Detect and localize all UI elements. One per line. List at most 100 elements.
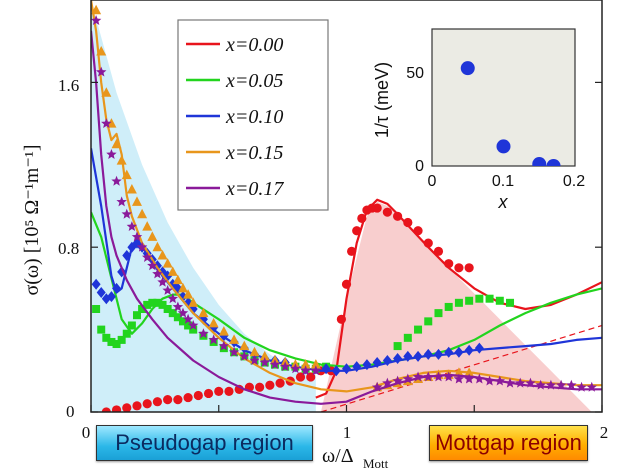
inset-point xyxy=(532,157,547,166)
series-x000-point xyxy=(132,401,142,411)
series-x000-point xyxy=(173,395,183,405)
series-x000-point xyxy=(255,382,265,392)
series-x005-point xyxy=(485,294,494,303)
series-x005-point xyxy=(153,298,162,307)
series-x000-point xyxy=(224,386,234,396)
series-x017-point xyxy=(95,66,107,77)
y-tick-0: 0 xyxy=(66,402,75,421)
series-x005-point xyxy=(178,317,187,326)
series-x015-point xyxy=(464,367,475,377)
x-tick-0: 0 xyxy=(82,423,91,442)
series-x015-point xyxy=(198,307,209,318)
series-x005-point xyxy=(168,309,177,318)
series-x000-point xyxy=(444,259,454,269)
series-x017-point xyxy=(412,371,424,382)
series-x015-point xyxy=(106,118,117,128)
series-x015-point xyxy=(310,359,321,369)
series-x005-point xyxy=(112,340,121,349)
series-x010-point xyxy=(342,363,351,375)
series-x017-point xyxy=(310,365,322,376)
series-x005-point xyxy=(424,317,433,326)
series-x000-point xyxy=(163,395,173,405)
series-x010-point xyxy=(372,357,382,369)
series-layer xyxy=(91,0,602,412)
series-x015-point xyxy=(300,359,311,369)
series-x005-point xyxy=(414,325,423,334)
series-x005-point xyxy=(107,337,116,346)
series-x017-point xyxy=(198,328,209,339)
legend-label-x017: x=0.17 xyxy=(225,178,284,200)
series-x005-point xyxy=(173,313,182,322)
series-x017-point xyxy=(382,377,393,388)
series-x005-point xyxy=(132,311,141,320)
series-x017-point xyxy=(300,365,311,376)
series-x015-point xyxy=(91,4,102,15)
series-x000-point xyxy=(423,238,433,248)
inset-point xyxy=(546,159,561,166)
series-x005-point xyxy=(184,321,193,330)
series-x015-point xyxy=(172,274,183,285)
series-x000-point xyxy=(275,378,285,388)
series-x015-point xyxy=(147,231,158,241)
series-x010-point xyxy=(321,363,331,375)
series-x005-point xyxy=(465,296,474,305)
inset-y-tick-0: 0 xyxy=(415,158,424,175)
series-x017-point xyxy=(463,373,475,384)
series-x005-point xyxy=(444,302,453,311)
inset-x-label: x xyxy=(498,192,509,212)
series-x017-point xyxy=(249,355,260,365)
series-x010-point xyxy=(106,291,116,303)
series-x005-line xyxy=(91,211,602,368)
series-x017-point xyxy=(290,363,301,374)
series-x005-point xyxy=(148,298,157,307)
series-x000-point xyxy=(152,397,163,407)
series-x017-point xyxy=(279,361,291,372)
series-x000-point xyxy=(142,399,152,409)
series-x015-point xyxy=(101,87,112,97)
inset-x-tick-0: 0 xyxy=(428,173,437,190)
series-x017-point xyxy=(259,357,270,368)
series-x000-point xyxy=(214,386,224,396)
series-x000-point xyxy=(265,380,275,390)
series-x017-point xyxy=(136,241,148,252)
series-x017-point xyxy=(126,221,138,232)
series-x015-point xyxy=(229,334,240,344)
series-x010-point xyxy=(433,348,443,360)
series-x017-point xyxy=(152,268,163,279)
series-x017-point xyxy=(182,313,194,324)
series-x005-point xyxy=(117,335,126,344)
series-x017-point xyxy=(239,350,250,361)
series-x015-point xyxy=(188,297,199,307)
series-x015-point xyxy=(208,317,219,328)
series-x017-point xyxy=(453,373,465,384)
series-x017-point xyxy=(576,381,587,392)
series-x000-point xyxy=(433,246,444,256)
series-x000-point xyxy=(372,203,382,213)
series-x017-point xyxy=(423,371,434,382)
legend: x=0.00 x=0.05 x=0.10 x=0.15 x=0.17 xyxy=(177,19,329,211)
series-x000-point xyxy=(101,407,111,412)
series-x000-point xyxy=(357,213,367,223)
series-x015-point xyxy=(259,350,270,361)
series-x015-point xyxy=(96,46,107,56)
series-x015-point xyxy=(121,169,132,180)
series-x010-point xyxy=(413,350,423,362)
series-x017-point xyxy=(101,118,112,129)
series-x010-point xyxy=(454,346,464,358)
inset-x-tick-0.2: 0.2 xyxy=(563,173,585,190)
series-x017-point xyxy=(484,375,495,386)
series-x017-point xyxy=(555,379,567,390)
series-x005-point xyxy=(189,325,198,334)
series-x015-point xyxy=(126,184,137,194)
series-x005-point xyxy=(393,342,402,351)
inset-points xyxy=(460,61,561,166)
y-axis-label: σ(ω) [10⁵ Ω⁻¹m⁻¹] xyxy=(21,144,43,295)
series-x000-point xyxy=(203,388,214,399)
series-x010-point xyxy=(96,287,106,299)
series-x017-point xyxy=(545,379,557,390)
series-x005-point xyxy=(92,305,101,313)
series-x005-point xyxy=(122,329,131,338)
series-x005-point xyxy=(434,309,443,318)
series-x017-point xyxy=(228,346,240,357)
series-x005-point xyxy=(102,333,111,342)
